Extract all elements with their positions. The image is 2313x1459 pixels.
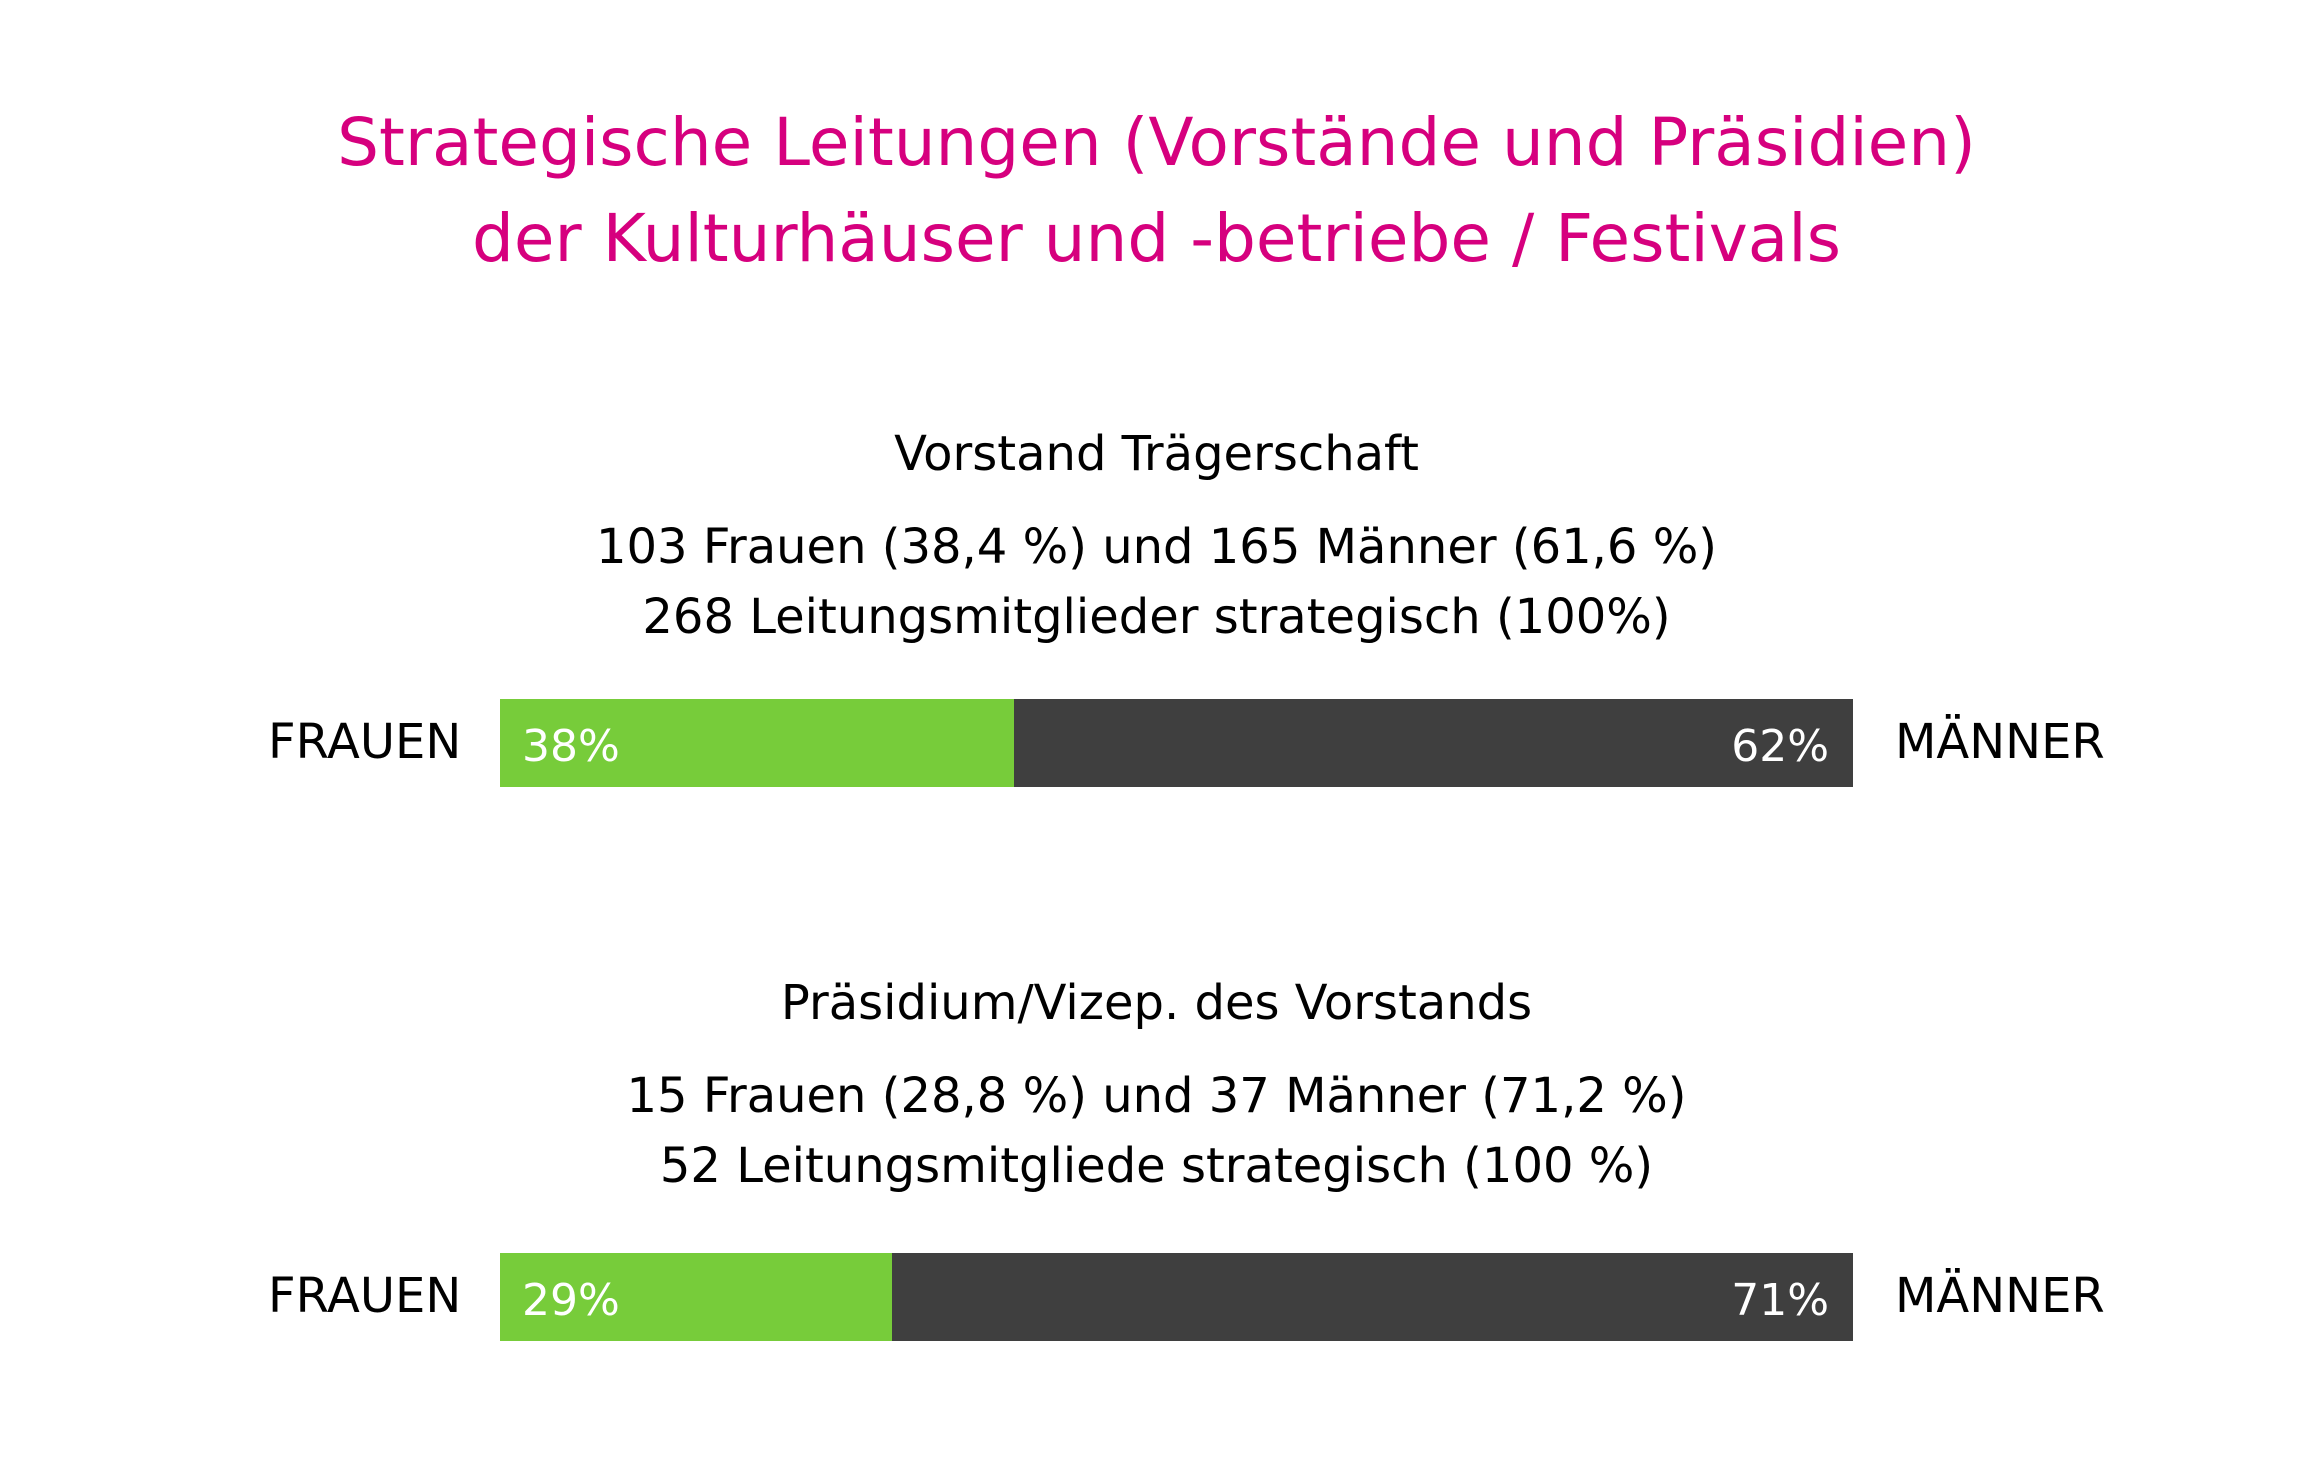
chart-1-summary-line-2: 268 Leitungsmitglieder strategisch (100%… <box>642 589 1671 645</box>
chart-2-title: Präsidium/Vizep. des Vorstands <box>780 975 1533 1031</box>
page-title: Strategische Leitungen (Vorstände und Pr… <box>0 95 2313 287</box>
chart-1-bar: 38% 62% <box>500 699 1853 787</box>
chart-1-summary-line-1: 103 Frauen (38,4 %) und 165 Männer (61,6… <box>595 519 1718 575</box>
title-line-1: Strategische Leitungen (Vorstände und Pr… <box>337 104 1976 181</box>
chart-2-women-segment: 29% <box>500 1253 893 1341</box>
chart-1-right-label: MÄNNER <box>1895 714 2105 770</box>
chart-2-men-segment: 71% <box>892 1253 1853 1341</box>
chart-1-title: Vorstand Trägerschaft <box>894 426 1419 482</box>
chart-1-men-value-label: 62% <box>1731 721 1829 772</box>
chart-1-women-segment: 38% <box>500 699 1015 787</box>
chart-1-women-value-label: 38% <box>522 721 620 772</box>
chart-2-women-value-label: 29% <box>522 1275 620 1326</box>
chart-1-men-segment: 62% <box>1014 699 1853 787</box>
chart-2-bar: 29% 71% <box>500 1253 1853 1341</box>
chart-2-right-label: MÄNNER <box>1895 1268 2105 1324</box>
title-line-2: der Kulturhäuser und -betriebe / Festiva… <box>472 200 1841 277</box>
chart-2-summary: 15 Frauen (28,8 %) und 37 Männer (71,2 %… <box>0 1061 2313 1201</box>
chart-2-left-label: FRAUEN <box>268 1268 462 1324</box>
chart-2-men-value-label: 71% <box>1731 1275 1829 1326</box>
chart-2-summary-line-1: 15 Frauen (28,8 %) und 37 Männer (71,2 %… <box>626 1068 1687 1124</box>
chart-2-summary-line-2: 52 Leitungsmitgliede strategisch (100 %) <box>659 1138 1654 1194</box>
chart-1-summary: 103 Frauen (38,4 %) und 165 Männer (61,6… <box>0 512 2313 652</box>
chart-1-left-label: FRAUEN <box>268 714 462 770</box>
